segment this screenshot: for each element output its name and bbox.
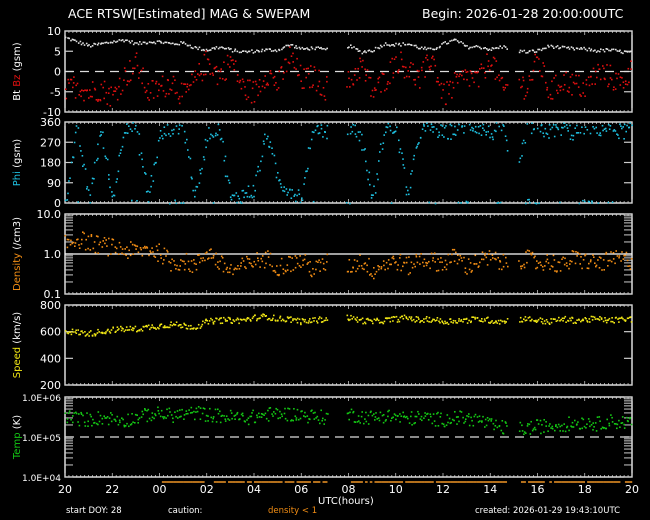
x-tick-label: 20 — [625, 483, 639, 496]
y-tick-label: 10 — [47, 25, 61, 38]
x-tick-label: 02 — [200, 483, 214, 496]
series-speed — [64, 313, 633, 337]
x-tick-label: 08 — [342, 483, 356, 496]
y-tick-label: 180 — [40, 157, 61, 170]
panel-frame — [64, 304, 633, 386]
panel-speed: 800 600 400 200 Speed (km/s) — [12, 299, 633, 392]
y-tick-label: 270 — [40, 136, 61, 149]
y-tick-label: 800 — [40, 299, 61, 312]
y-tick-label: 1.0E+05 — [22, 434, 61, 444]
y-tick-label: 1.0 — [44, 248, 62, 261]
y-axis-label-temp: Temp (K) — [12, 415, 23, 460]
y-tick-label: -10 — [43, 106, 61, 119]
y-tick-label: 0 — [54, 197, 61, 210]
y-axis-label-speed: Speed (km/s) — [12, 312, 23, 379]
caution-density-bar — [161, 481, 633, 483]
series-bz — [65, 46, 632, 107]
panel-phi: 360 270 180 90 0 Phi (gsm) — [12, 116, 633, 210]
x-tick-label: 22 — [105, 483, 119, 496]
x-axis-label: UTC(hours) — [318, 496, 374, 507]
y-tick-label: 400 — [40, 352, 61, 365]
x-tick-label: 18 — [578, 483, 592, 496]
start-doy: start DOY: 28 — [66, 506, 122, 516]
x-tick-label: 06 — [294, 483, 308, 496]
caution-label: caution: — [168, 506, 203, 516]
created-timestamp: created: 2026-01-29 19:43:10UTC — [475, 506, 621, 516]
x-axis-ticks: 20 22 00 02 04 06 08 10 12 14 16 18 20 — [58, 483, 639, 496]
series-density — [64, 231, 633, 280]
x-tick-label: 12 — [436, 483, 450, 496]
x-tick-label: 10 — [389, 483, 403, 496]
y-tick-label: 5 — [54, 45, 61, 58]
y-tick-label: 90 — [47, 177, 61, 190]
y-axis-label-density: Density (/cm3) — [12, 217, 23, 291]
x-tick-label: 20 — [58, 483, 72, 496]
series-bt — [64, 36, 632, 55]
x-tick-label: 00 — [153, 483, 167, 496]
plot-title: ACE RTSW[Estimated] MAG & SWEPAM — [68, 6, 311, 21]
x-tick-label: 14 — [483, 483, 497, 496]
y-axis-label-mag: Bt Bz (gsm) — [12, 42, 23, 100]
y-axis-label-phi: Phi (gsm) — [12, 139, 23, 187]
x-tick-label: 16 — [531, 483, 545, 496]
y-tick-label: 1.0E+06 — [22, 394, 61, 404]
y-tick-label: 0 — [54, 66, 61, 79]
begin-timestamp: Begin: 2026-01-28 20:00:00UTC — [422, 6, 624, 21]
panel-mag: 10 5 0 -5 -10 Bt Bz (gsm) — [12, 25, 633, 119]
y-tick-label: 200 — [40, 379, 61, 392]
series-temp — [64, 406, 633, 435]
y-tick-label: 1.0E+04 — [22, 474, 61, 484]
y-tick-label: 600 — [40, 326, 61, 339]
series-phi — [64, 122, 633, 205]
panel-temp: 1.0E+06 1.0E+05 1.0E+04 Temp (K) — [12, 394, 633, 484]
caution-note: density < 1 — [268, 506, 318, 516]
y-tick-label: -5 — [50, 86, 61, 99]
panel-density: 10.0 1.0 0.1 Density (/cm3) — [12, 208, 633, 301]
x-tick-label: 04 — [247, 483, 261, 496]
y-tick-label: 360 — [40, 116, 61, 129]
y-tick-label: 0.1 — [44, 288, 62, 301]
y-tick-label: 10.0 — [37, 208, 62, 221]
